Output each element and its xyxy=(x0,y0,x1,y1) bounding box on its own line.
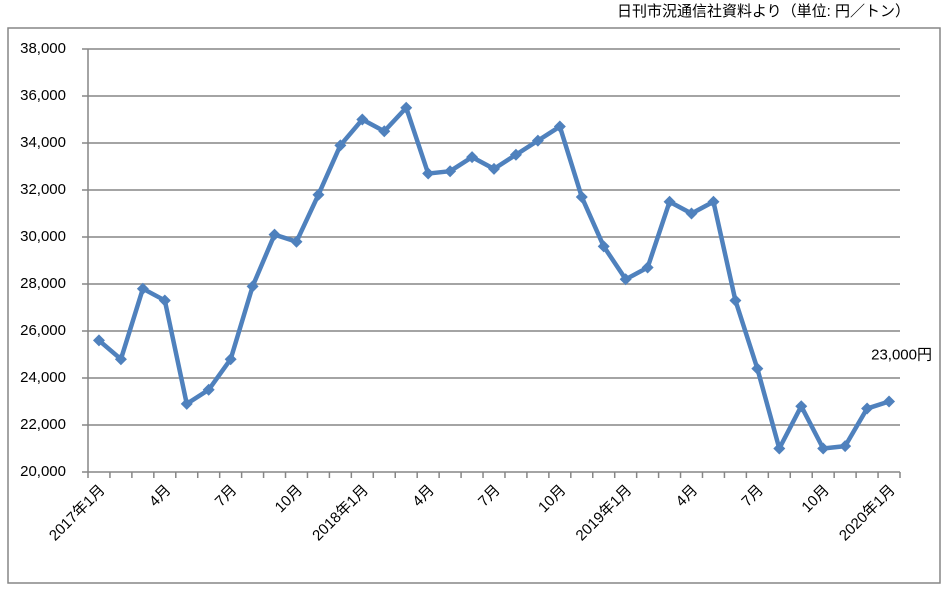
y-tick-label: 32,000 xyxy=(20,181,66,198)
marker xyxy=(597,240,610,253)
marker xyxy=(488,162,500,175)
marker xyxy=(883,395,896,408)
marker xyxy=(114,353,127,366)
annotation: 23,000円 xyxy=(871,346,932,363)
y-tick-label: 24,000 xyxy=(20,369,66,386)
y-tick-label: 22,000 xyxy=(20,416,66,433)
marker xyxy=(224,353,237,366)
y-tick-label: 28,000 xyxy=(20,275,66,292)
marker xyxy=(356,113,369,126)
marker xyxy=(575,191,588,204)
marker xyxy=(378,125,391,138)
y-tick-label: 36,000 xyxy=(20,87,66,104)
marker xyxy=(685,207,698,220)
marker xyxy=(268,228,281,241)
source-note: 日刊市況通信社資料より（単位: 円／トン） xyxy=(617,3,910,20)
marker xyxy=(290,235,303,248)
marker xyxy=(444,165,457,178)
marker xyxy=(817,442,830,455)
marker xyxy=(202,383,215,396)
marker xyxy=(553,120,566,133)
marker xyxy=(312,188,325,201)
y-tick-label: 26,000 xyxy=(20,322,66,339)
marker xyxy=(509,148,522,161)
marker xyxy=(839,440,852,453)
marker xyxy=(707,195,720,208)
marker xyxy=(334,139,347,152)
marker xyxy=(180,397,193,410)
y-tick-label: 34,000 xyxy=(20,134,66,151)
marker xyxy=(619,273,632,286)
marker xyxy=(158,294,171,307)
marker xyxy=(92,334,105,347)
marker xyxy=(531,134,544,147)
chart-frame xyxy=(7,27,941,584)
marker xyxy=(246,280,259,293)
marker xyxy=(773,442,786,455)
marker xyxy=(751,362,764,375)
marker xyxy=(641,261,654,274)
marker xyxy=(466,151,479,164)
y-tick-label: 38,000 xyxy=(20,40,66,57)
marker xyxy=(729,294,742,307)
marker xyxy=(663,195,676,208)
marker xyxy=(422,167,435,180)
marker xyxy=(400,101,413,114)
marker xyxy=(136,282,149,295)
y-tick-label: 20,000 xyxy=(20,463,66,480)
y-tick-label: 30,000 xyxy=(20,228,66,245)
marker xyxy=(795,400,808,413)
marker xyxy=(861,402,874,415)
